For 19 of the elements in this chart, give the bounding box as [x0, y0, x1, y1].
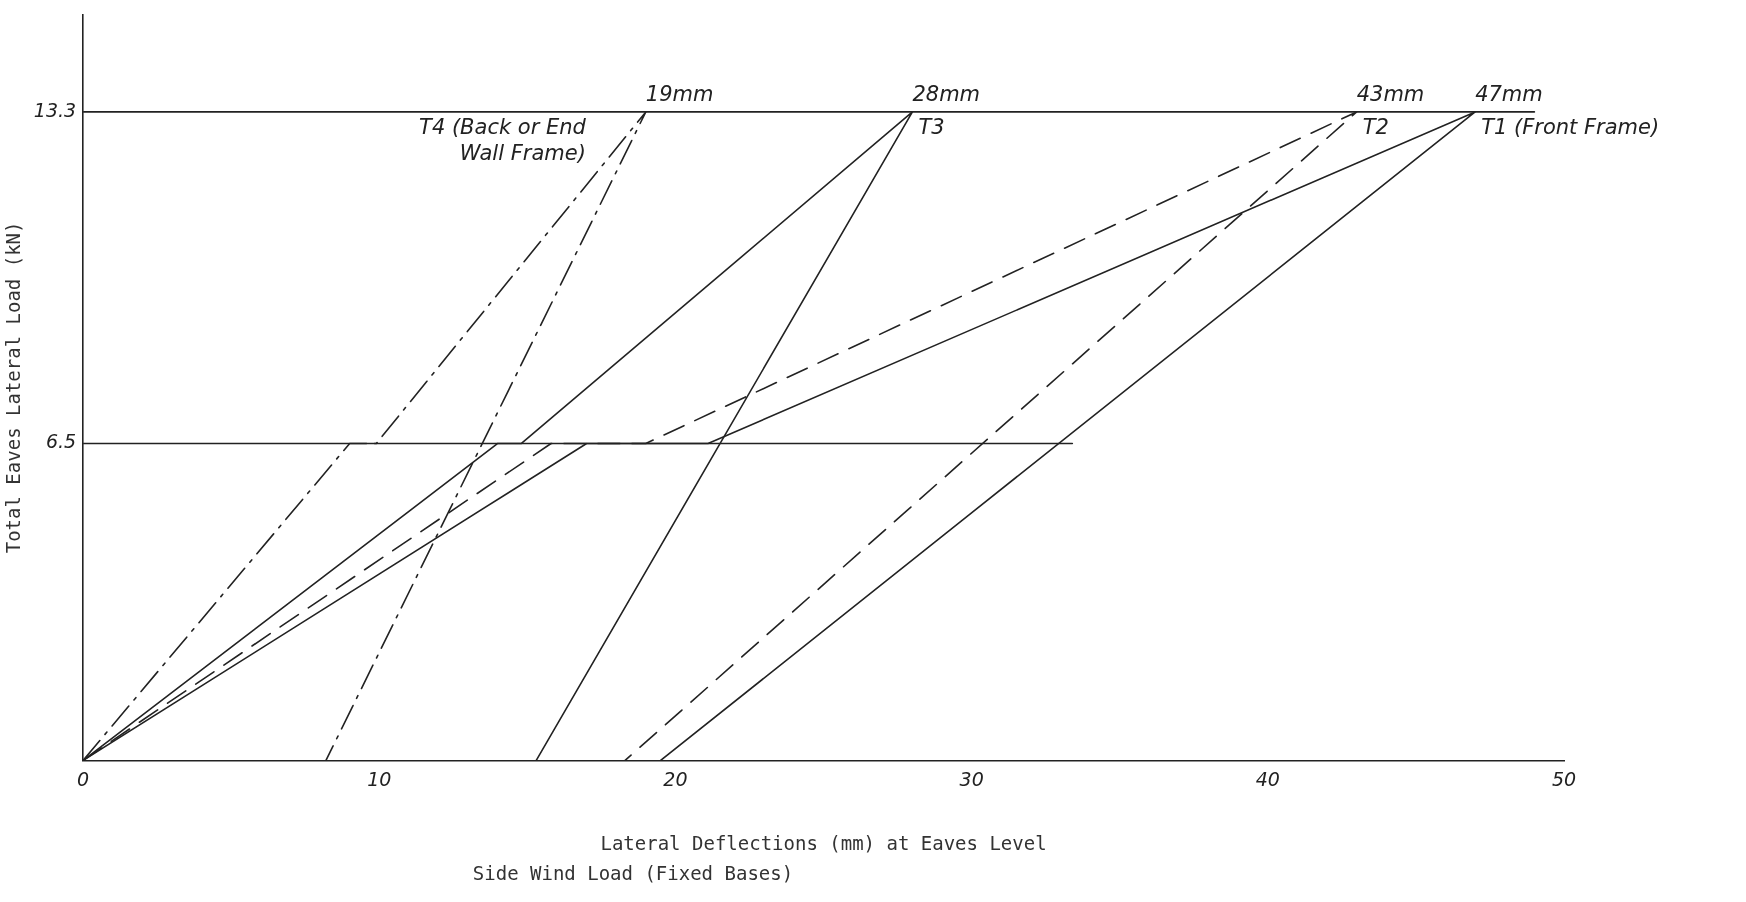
- annotation: 47mm: [1475, 81, 1543, 106]
- series-label: T2: [1362, 114, 1389, 139]
- x-tick-label: 10: [367, 767, 392, 790]
- annotation: 19mm: [645, 81, 714, 106]
- series-label: T4 (Back or End Wall Frame): [419, 114, 587, 165]
- x-tick-label: 50: [1551, 767, 1577, 790]
- x-tick-label: 30: [959, 767, 984, 790]
- annotation: 28mm: [912, 81, 981, 106]
- x-tick-label: 0: [77, 767, 90, 790]
- y-tick-label: 13.3: [33, 98, 77, 121]
- y-axis-title: Total Eaves Lateral Load (kN): [2, 221, 25, 554]
- x-tick-label: 20: [663, 767, 688, 790]
- text: Side Wind Load (Fixed Bases): [471, 862, 795, 884]
- series-label: T3: [918, 114, 945, 139]
- series-label: T1 (Front Frame): [1481, 114, 1660, 139]
- x-axis-title: Lateral Deflections (mm) at Eaves Level: [600, 831, 1047, 854]
- x-tick-label: 40: [1255, 767, 1280, 790]
- annotation: 43mm: [1356, 81, 1425, 106]
- y-tick-label: 6.5: [45, 430, 77, 453]
